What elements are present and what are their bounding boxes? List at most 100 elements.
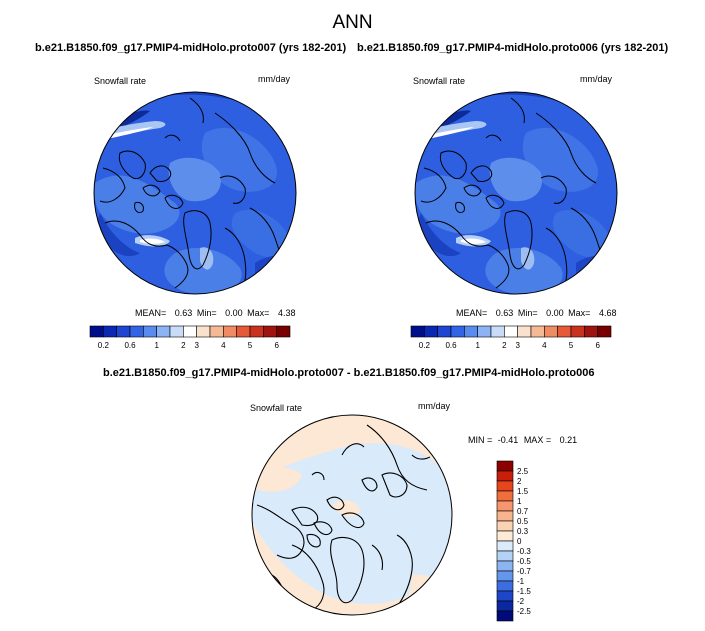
difference-colorbar-tick-label: 1.5 [517, 487, 529, 496]
right-min-label: Min= [517, 308, 538, 318]
right-max-label: Max= [568, 308, 591, 318]
right-colorbar-tick-label: 6 [595, 341, 600, 350]
left-polar-map [94, 92, 296, 294]
left-colorbar-box [263, 325, 277, 338]
difference-colorbar-box [496, 490, 514, 502]
left-min-label: Min= [196, 308, 217, 318]
difference-colorbar-tick-label: -0.3 [517, 547, 531, 556]
difference-colorbar-box [496, 560, 514, 572]
panel-right-units-label: mm/day [580, 74, 613, 84]
right-colorbar-box [437, 325, 452, 338]
right-mean-value: 0.63 [495, 308, 514, 318]
difference-case-title: b.e21.B1850.f09_g17.PMIP4-midHolo.proto0… [103, 367, 595, 379]
difference-colorbar-tick-label: -1.5 [517, 587, 531, 596]
left-colorbar-tick-label: 2 [181, 341, 186, 350]
left-colorbar-box [196, 325, 211, 338]
left-colorbar-box [276, 325, 291, 338]
difference-colorbar-box [496, 470, 514, 482]
right-colorbar-tick-label: 0.6 [445, 341, 457, 350]
difference-max-label: MAX = [523, 435, 552, 445]
left-map-border [93, 91, 297, 295]
difference-polar-map [252, 415, 452, 615]
difference-min-value: -0.41 [497, 435, 519, 445]
right-min-value: 0.00 [546, 308, 564, 318]
difference-colorbar-box [496, 550, 514, 562]
difference-colorbar-box [496, 460, 514, 472]
right-polar-map [415, 92, 617, 294]
right-max-value: 4.68 [598, 308, 617, 318]
left-colorbar-box [249, 325, 264, 338]
difference-colorbar-tick-label: 0.5 [517, 517, 529, 526]
left-colorbar-box [89, 325, 104, 338]
right-colorbar-box [597, 325, 612, 338]
difference-colorbar-box [496, 530, 514, 542]
difference-map-border [251, 414, 453, 616]
left-colorbar-box [169, 325, 184, 338]
right-colorbar-tick-label: 1 [475, 341, 480, 350]
difference-colorbar-tick-label: 2 [517, 477, 522, 486]
difference-colorbar-tick-label: 2.5 [517, 467, 529, 476]
left-colorbar-box [236, 325, 251, 338]
difference-colorbar-box [496, 610, 514, 622]
difference-colorbar-tick-label: -0.7 [517, 567, 531, 576]
right-colorbar-box [464, 325, 478, 338]
right-colorbar-box [504, 325, 518, 338]
left-colorbar-box [183, 325, 197, 338]
left-colorbar-tick-label: 0.6 [124, 341, 136, 350]
difference-colorbar-box [496, 520, 514, 532]
difference-colorbar-tick-label: -1 [517, 577, 525, 586]
right-colorbar-tick-label: 4 [542, 341, 547, 350]
difference-variable-label: Snowfall rate [250, 403, 303, 413]
left-mean-label: MEAN= [135, 308, 167, 318]
right-colorbar-box [490, 325, 505, 338]
left-colorbar-box [143, 325, 157, 338]
difference-colorbar-box [496, 600, 514, 612]
difference-colorbar-box [496, 480, 514, 492]
right-colorbar-tick-label: 5 [569, 341, 574, 350]
right-map-border [414, 91, 618, 295]
right-colorbar-box [530, 325, 545, 338]
left-colorbar-box [223, 325, 237, 338]
difference-colorbar-box [496, 510, 514, 522]
difference-colorbar-tick-label: 0 [517, 537, 522, 546]
right-colorbar-tick-label: 3 [515, 341, 520, 350]
difference-units-label: mm/day [418, 401, 451, 411]
panel-left-units-label: mm/day [258, 74, 291, 84]
difference-max-value: 0.21 [559, 435, 578, 445]
left-min-value: 0.00 [225, 308, 243, 318]
left-colorbar-tick-label: 1 [154, 341, 159, 350]
left-colorbar-tick-label: 4 [221, 341, 226, 350]
left-colorbar-box [116, 325, 131, 338]
difference-colorbar-tick-label: -0.5 [517, 557, 531, 566]
difference-min-label: MIN = [468, 435, 493, 445]
difference-colorbar-tick-label: 1 [517, 497, 522, 506]
difference-colorbar-tick-label: 0.3 [517, 527, 529, 536]
left-max-value: 4.38 [277, 308, 296, 318]
right-colorbar-tick-label: 0.2 [419, 341, 431, 350]
difference-colorbar-tick-label: -2 [517, 597, 525, 606]
left-colorbar-tick-label: 5 [248, 341, 253, 350]
difference-colorbar-box [496, 540, 514, 552]
right-colorbar-box [517, 325, 532, 338]
left-colorbar-tick-label: 3 [194, 341, 199, 350]
right-colorbar-box [477, 325, 492, 338]
difference-colorbar-tick-label: -2.5 [517, 607, 531, 616]
left-colorbar-box [209, 325, 224, 338]
difference-colorbar: 2.521.510.70.50.30-0.3-0.5-0.7-1-1.5-2-2… [496, 460, 531, 622]
difference-colorbar-box [496, 500, 514, 512]
left-colorbar-tick-label: 0.2 [98, 341, 110, 350]
left-colorbar-box [103, 325, 117, 338]
right-colorbar-box [410, 325, 425, 338]
left-max-label: Max= [247, 308, 270, 318]
figure-title: ANN [332, 12, 373, 33]
left-colorbar-box [129, 325, 144, 338]
right-colorbar-box [584, 325, 598, 338]
left-colorbar-tick-label: 6 [274, 341, 279, 350]
right-colorbar-box [544, 325, 558, 338]
difference-colorbar-box [496, 580, 514, 592]
panel-left-case-title: b.e21.B1850.f09_g17.PMIP4-midHolo.proto0… [35, 42, 347, 54]
difference-colorbar-box [496, 570, 514, 582]
right-mean-label: MEAN= [456, 308, 488, 318]
right-colorbar-tick-label: 2 [502, 341, 507, 350]
right-stats: MEAN= 0.63 Min= 0.00 Max= 4.68 [456, 308, 616, 318]
